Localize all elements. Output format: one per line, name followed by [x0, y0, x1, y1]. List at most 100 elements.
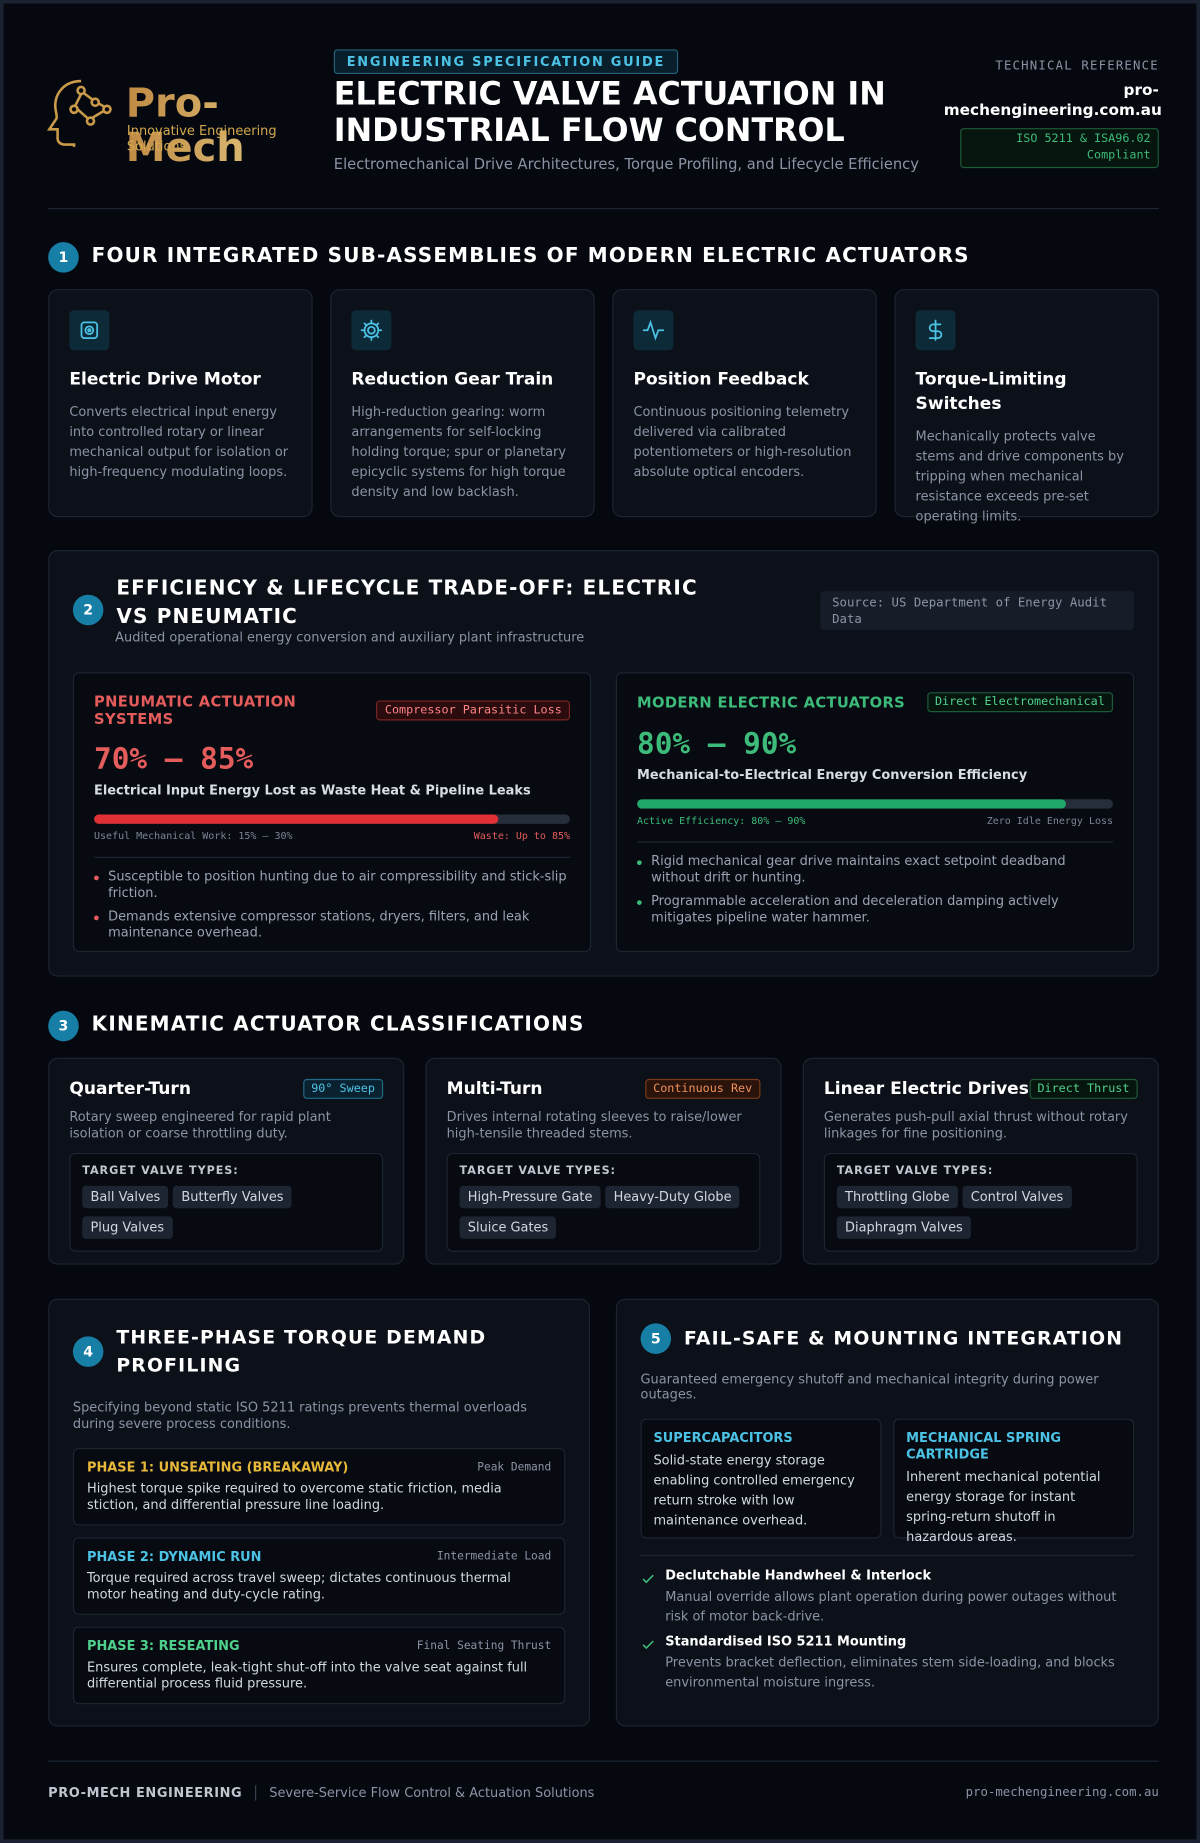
component-card: Reduction Gear Train High-reduction geari… [330, 289, 595, 518]
card-tag: 90° Sweep [303, 1078, 384, 1099]
component-title: Electric Drive Motor [69, 370, 261, 390]
component-card: Torque-Limiting Switches Mechanically pro… [894, 289, 1159, 524]
divider [637, 841, 1114, 843]
footer-tagline: Severe-Service Flow Control & Actuation … [269, 1785, 595, 1801]
phase-name: PHASE 1: UNSEATING (BREAKAWAY) [86, 1459, 349, 1476]
card-tag: Direct Thrust [1029, 1078, 1138, 1099]
failsafe-intro: Guaranteed emergency shutoff and mechani… [640, 1371, 1099, 1403]
card-text: Rotary sweep engineered for rapid plant … [69, 1109, 331, 1142]
target-box: TARGET VALVE TYPES: High-Pressure Gate Hea… [446, 1152, 761, 1252]
phase-name: PHASE 3: RESEATING [86, 1638, 240, 1654]
footer-divider [48, 1760, 1159, 1762]
phase-box: PHASE 1: UNSEATING (BREAKAWAY) Peak Deman… [72, 1447, 566, 1526]
divider [94, 856, 571, 858]
comparison-card: MODERN ELECTRIC ACTUATORS Direct Electrom… [615, 672, 1135, 952]
efficiency-range: 70% – 85% [94, 741, 254, 776]
card-title: Multi-Turn [446, 1079, 543, 1099]
bar-track [94, 814, 571, 824]
phase-name: PHASE 2: DYNAMIC RUN [86, 1549, 262, 1565]
bar-track [637, 799, 1114, 809]
feature-item: Declutchable Handwheel & Interlock Manual… [641, 1568, 1135, 1627]
failsafe-panel: 5 FAIL-SAFE & MOUNTING INTEGRATION Guarant… [615, 1298, 1159, 1727]
valve-chip: High-Pressure Gate [459, 1185, 601, 1209]
classification-card: Quarter-Turn 90° Sweep Rotary sweep engine… [48, 1057, 405, 1265]
card-tag: Continuous Rev [644, 1078, 761, 1099]
compliance-badge: ISO 5211 & ISA96.02 Compliant [960, 128, 1159, 169]
comparison-card: PNEUMATIC ACTUATION SYSTEMS Compressor Pa… [72, 672, 592, 952]
valve-chip: Diaphragm Valves [836, 1216, 971, 1239]
storage-row: SUPERCAPACITORS Solid-state energy storag… [640, 1418, 1135, 1544]
feature-body: Standardised ISO 5211 Mounting Prevents b… [665, 1634, 1134, 1693]
bullet-item: Susceptible to position hunting due to a… [94, 869, 570, 902]
target-label: TARGET VALVE TYPES: [836, 1164, 994, 1178]
section-heading: 4 THREE-PHASE TORQUE DEMAND PROFILING [72, 1323, 565, 1379]
bullet-item: Rigid mechanical gear drive maintains ex… [637, 853, 1113, 886]
reference-site: pro-mechengineering.com.au [943, 82, 1162, 120]
scale-left: Useful Mechanical Work: 15% – 30% [94, 830, 293, 843]
card-tag: Direct Electromechanical [926, 692, 1114, 713]
component-title: Position Feedback [633, 370, 809, 390]
phase-box: PHASE 2: DYNAMIC RUN Intermediate Load Tor… [72, 1537, 566, 1615]
bar-fill [94, 814, 499, 824]
header-divider [48, 208, 1159, 210]
bar-fill [637, 799, 1066, 809]
badge-wrap: ENGINEERING SPECIFICATION GUIDE [333, 48, 804, 75]
target-box: TARGET VALVE TYPES: Ball Valves Butterfly … [69, 1152, 384, 1252]
storage-box: MECHANICAL SPRING CARTRIDGE Inherent mech… [893, 1418, 1135, 1544]
card-text: Drives internal rotating sleeves to rais… [446, 1109, 742, 1142]
phase-top: PHASE 1: UNSEATING (BREAKAWAY) Peak Deman… [87, 1460, 551, 1475]
reference-label: TECHNICAL REFERENCE [995, 58, 1159, 73]
classification-card: Linear Electric Drives Direct Thrust Gener… [802, 1057, 1159, 1265]
card-top: Multi-Turn Continuous Rev [446, 1078, 761, 1099]
component-text: Mechanically protects valve stems and dr… [915, 428, 1124, 525]
phase-top: PHASE 3: RESEATING Final Seating Thrust [87, 1638, 551, 1653]
section-number: 4 [72, 1336, 104, 1367]
section-heading: 1 FOUR INTEGRATED SUB-ASSEMBLIES OF MODER… [48, 242, 1106, 273]
valve-chip: Sluice Gates [459, 1216, 557, 1239]
section-number: 1 [48, 242, 79, 273]
bullet-dot [94, 875, 99, 881]
section-title: THREE-PHASE TORQUE DEMAND PROFILING [116, 1325, 487, 1377]
scale-right: Waste: Up to 85% [473, 830, 571, 843]
scale-right: Zero Idle Energy Loss [986, 815, 1114, 828]
check-icon [641, 1635, 656, 1693]
footer-site: pro-mechengineering.com.au [965, 1785, 1159, 1800]
component-card: Electric Drive Motor Converts electrical … [48, 289, 313, 518]
torque-intro: Specifying beyond static ISO 5211 rating… [72, 1399, 527, 1432]
phase-text: Highest torque spike required to overcom… [86, 1480, 502, 1513]
valve-chip: Butterfly Valves [173, 1185, 292, 1209]
section-title: FOUR INTEGRATED SUB-ASSEMBLIES OF MODERN… [91, 244, 970, 268]
section-title: FAIL-SAFE & MOUNTING INTEGRATION [684, 1326, 1124, 1350]
header-title: ELECTRIC VALVE ACTUATION IN INDUSTRIAL F… [333, 76, 886, 150]
bullet-dot [637, 900, 642, 905]
storage-title: SUPERCAPACITORS [653, 1430, 793, 1446]
card-text: Generates push-pull axial thrust without… [823, 1109, 1128, 1142]
component-icon [69, 310, 110, 351]
divider [640, 1554, 1135, 1557]
feature-text: Prevents bracket deflection, eliminates … [665, 1654, 1115, 1691]
eff-sub: Audited operational energy conversion an… [115, 630, 703, 645]
phase-text: Ensures complete, leak-tight shut-off in… [86, 1659, 528, 1692]
source-note: Source: US Department of Energy Audit Da… [832, 595, 1108, 627]
feature-title: Declutchable Handwheel & Interlock [665, 1567, 932, 1584]
header-badge: ENGINEERING SPECIFICATION GUIDE [333, 49, 679, 75]
card-heading: MODERN ELECTRIC ACTUATORS [637, 693, 906, 712]
scale-left: Active Efficiency: 80% – 90% [637, 815, 806, 828]
bullet-dot [637, 860, 642, 866]
range-caption: Mechanical-to-Electrical Energy Conversi… [637, 767, 1028, 783]
feature-text: Manual override allows plant operation d… [665, 1589, 1117, 1625]
card-title: Quarter-Turn [69, 1079, 191, 1099]
card-top: PNEUMATIC ACTUATION SYSTEMS Compressor Pa… [94, 692, 571, 728]
section-number: 2 [72, 594, 104, 626]
component-icon [915, 310, 956, 351]
bar-scale: Active Efficiency: 80% – 90% Zero Idle En… [637, 816, 1113, 828]
feature-title: Standardised ISO 5211 Mounting [665, 1633, 907, 1649]
logo: Pro-Mech Innovative Engineering Solutions [46, 76, 328, 170]
component-text: Converts electrical input energy into co… [69, 404, 289, 480]
bar-scale: Useful Mechanical Work: 15% – 30% Waste: … [94, 831, 570, 843]
torque-panel: 4 THREE-PHASE TORQUE DEMAND PROFILING Spec… [48, 1298, 591, 1727]
phase-tag: Final Seating Thrust [416, 1639, 552, 1653]
component-card: Position Feedback Continuous positioning … [612, 289, 877, 518]
efficiency-range: 80% – 90% [637, 726, 797, 761]
section-title: EFFICIENCY & LIFECYCLE TRADE-OFF: ELECTR… [116, 577, 698, 629]
